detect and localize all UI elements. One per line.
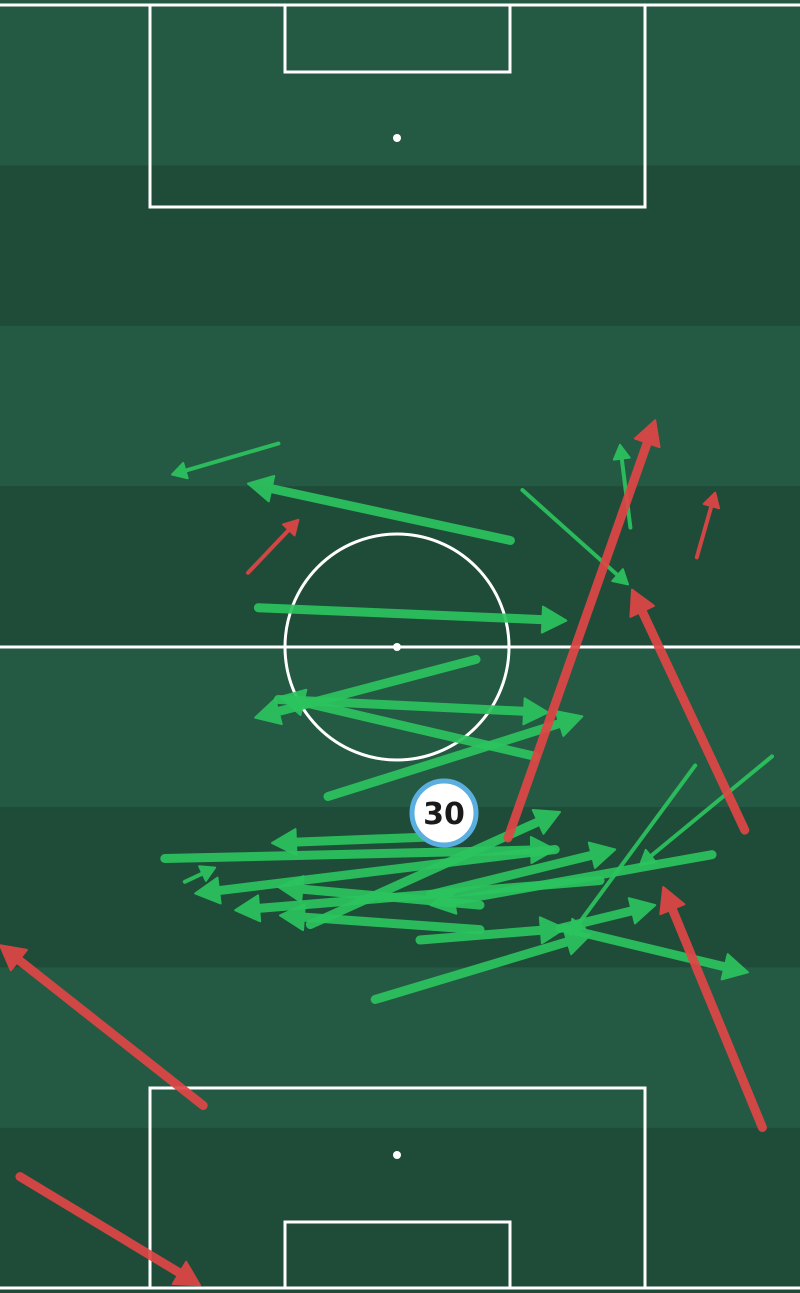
pass-line bbox=[289, 832, 445, 847]
arrowhead-icon bbox=[279, 903, 306, 932]
player-badge[interactable]: 30 bbox=[409, 778, 479, 848]
arrowhead-icon bbox=[281, 518, 300, 537]
arrowhead-icon bbox=[702, 491, 721, 510]
arrowhead-icon bbox=[279, 688, 308, 717]
successful-pass-arrow bbox=[194, 845, 560, 905]
pass-line bbox=[305, 816, 545, 929]
pass-line bbox=[246, 526, 293, 575]
pitch-stripe bbox=[0, 486, 800, 648]
pitch-stripe bbox=[0, 1127, 800, 1289]
pass-line bbox=[12, 954, 208, 1111]
arrowhead-icon bbox=[171, 1260, 201, 1287]
arrowhead-icon bbox=[554, 710, 584, 737]
pass-line bbox=[425, 850, 599, 900]
successful-pass-arrow bbox=[247, 474, 515, 545]
pass-line bbox=[273, 695, 531, 716]
pass-line bbox=[182, 870, 207, 884]
successful-pass-arrow bbox=[323, 710, 584, 801]
pass-line bbox=[694, 502, 714, 560]
arrowhead-icon bbox=[254, 697, 283, 726]
successful-pass-arrow bbox=[569, 763, 698, 936]
successful-pass-arrow bbox=[560, 923, 749, 981]
successful-pass-arrow bbox=[415, 916, 566, 945]
successful-pass-arrow bbox=[171, 441, 281, 480]
pitch-stripe bbox=[0, 0, 800, 166]
pass-line bbox=[575, 763, 698, 928]
arrowhead-icon bbox=[271, 828, 298, 857]
successful-pass-arrow bbox=[305, 809, 561, 929]
arrowhead-icon bbox=[569, 917, 587, 936]
pass-line bbox=[212, 845, 560, 896]
arrowhead-icon bbox=[171, 461, 189, 480]
unsuccessful-pass-arrow bbox=[659, 885, 767, 1132]
pass-line bbox=[370, 936, 574, 1004]
arrowhead-icon bbox=[611, 568, 629, 586]
arrowhead-icon bbox=[587, 841, 617, 869]
top-penalty-spot bbox=[393, 134, 401, 142]
arrowhead-icon bbox=[612, 443, 631, 461]
pass-line bbox=[265, 483, 515, 545]
pass-line bbox=[503, 436, 653, 843]
pitch-stripe bbox=[0, 165, 800, 327]
pass-line bbox=[15, 1172, 186, 1279]
unsuccessful-pass-arrow bbox=[0, 944, 208, 1111]
arrowhead-icon bbox=[540, 605, 568, 634]
pass-line bbox=[297, 912, 485, 935]
arrowhead-icon bbox=[627, 897, 657, 925]
pass-line bbox=[323, 718, 566, 801]
center-circle bbox=[283, 532, 511, 762]
pass-line bbox=[253, 603, 549, 625]
successful-pass-arrow bbox=[425, 841, 617, 900]
arrowhead-icon bbox=[659, 885, 686, 916]
unsuccessful-pass-arrow bbox=[503, 419, 661, 843]
bottom-penalty-spot bbox=[393, 1151, 401, 1159]
pass-line bbox=[415, 925, 548, 945]
arrowhead-icon bbox=[247, 474, 276, 503]
unsuccessful-pass-arrow bbox=[629, 588, 750, 835]
pass-line bbox=[447, 850, 717, 906]
pitch-spots bbox=[393, 134, 401, 1159]
bottom-six-yard-box bbox=[283, 1220, 512, 1290]
successful-pass-arrow bbox=[182, 865, 217, 884]
player-number: 30 bbox=[423, 797, 465, 832]
passes-layer bbox=[0, 419, 774, 1287]
pass-line bbox=[667, 902, 767, 1132]
arrowhead-icon bbox=[538, 916, 566, 945]
arrowhead-icon bbox=[633, 419, 661, 449]
arrowhead-icon bbox=[194, 876, 222, 905]
successful-pass-arrow bbox=[639, 754, 774, 867]
pass-line bbox=[647, 754, 774, 860]
successful-pass-arrow bbox=[279, 903, 485, 935]
center-spot bbox=[393, 643, 401, 651]
pass-line bbox=[636, 605, 750, 835]
unsuccessful-pass-arrow bbox=[246, 518, 300, 575]
unsuccessful-pass-arrow bbox=[15, 1172, 201, 1287]
pitch-markings bbox=[0, 3, 800, 1290]
arrowhead-icon bbox=[629, 588, 655, 618]
pass-line bbox=[181, 441, 281, 474]
arrowhead-icon bbox=[639, 848, 657, 867]
arrowhead-icon bbox=[720, 953, 749, 981]
pitch-stripe bbox=[0, 325, 800, 487]
arrowhead-icon bbox=[522, 697, 549, 726]
pass-line bbox=[560, 923, 732, 972]
unsuccessful-pass-arrow bbox=[694, 491, 721, 560]
successful-pass-arrow bbox=[273, 695, 549, 726]
arrowhead-icon bbox=[198, 865, 217, 882]
arrowhead-icon bbox=[234, 894, 262, 923]
successful-pass-arrow bbox=[271, 828, 445, 857]
top-six-yard-box bbox=[283, 3, 512, 74]
arrowhead-icon bbox=[0, 944, 28, 972]
successful-pass-arrow bbox=[253, 603, 568, 634]
arrowhead-icon bbox=[531, 809, 561, 835]
player-badge-circle bbox=[409, 778, 479, 848]
